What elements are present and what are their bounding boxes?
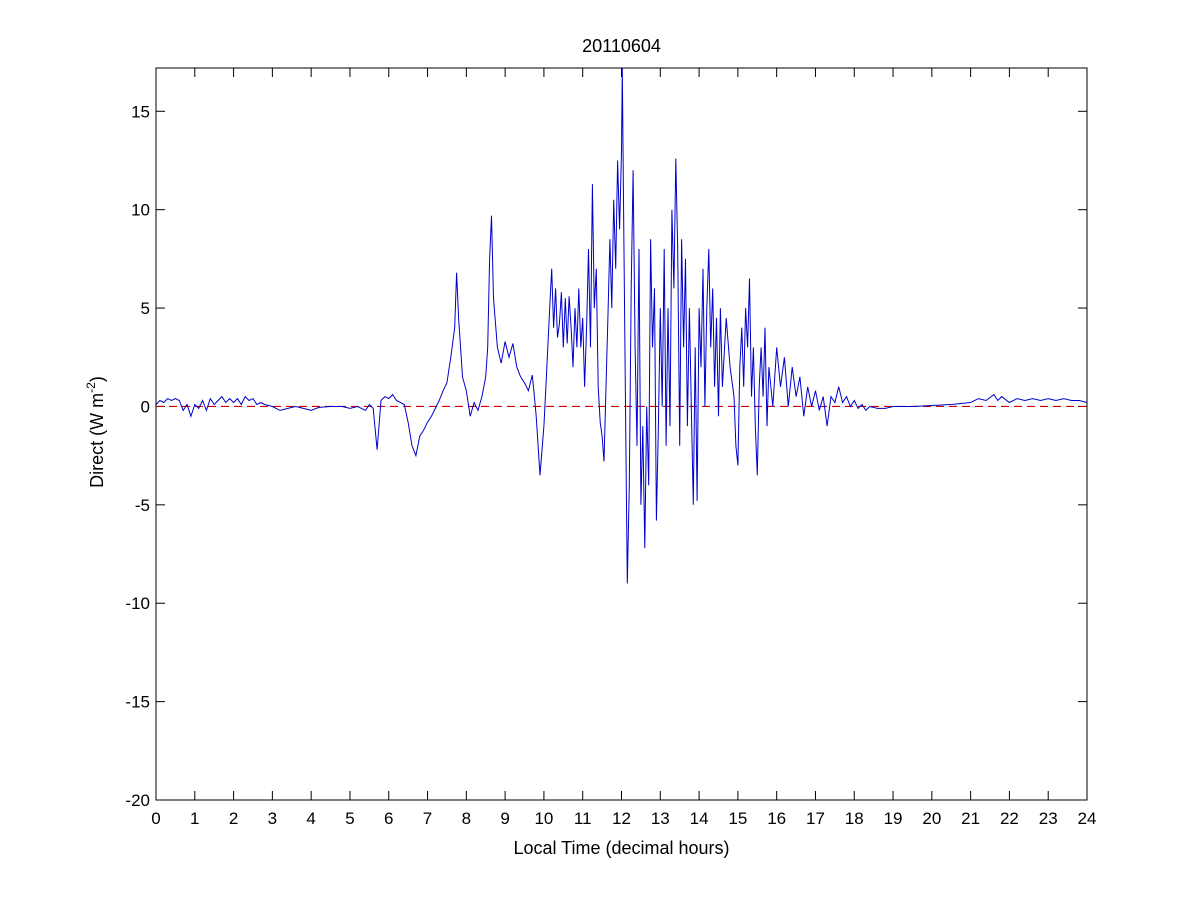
y-tick-label: -15	[125, 693, 150, 712]
x-tick-label: 12	[612, 809, 631, 828]
x-tick-label: 14	[690, 809, 709, 828]
axis-tick-labels: 0 1 2 3 4 5 6 7 8 9 10 11 12 13 14 15 16 17 18 19 20 21 22 23 24…	[125, 102, 1096, 828]
x-tick-label: 17	[806, 809, 825, 828]
y-tick-label: -20	[125, 791, 150, 810]
axis-ticks	[155, 68, 1088, 801]
y-axis-label-close: )	[87, 376, 107, 382]
x-tick-label: 22	[1000, 809, 1019, 828]
x-tick-label: 5	[345, 809, 354, 828]
y-tick-label: 15	[131, 102, 150, 121]
chart-title: 20110604	[582, 36, 661, 56]
x-tick-label: 8	[462, 809, 471, 828]
x-tick-label: 3	[268, 809, 277, 828]
x-tick-label: 1	[190, 809, 199, 828]
x-tick-label: 7	[423, 809, 432, 828]
x-tick-label: 10	[534, 809, 553, 828]
x-axis-label: Local Time (decimal hours)	[513, 838, 729, 858]
y-axis-label: Direct (W m-2)	[84, 376, 107, 488]
series-line	[155, 67, 1088, 584]
y-axis-label-main: Direct (W m	[87, 393, 107, 488]
x-tick-label: 24	[1078, 809, 1097, 828]
x-tick-label: 23	[1039, 809, 1058, 828]
y-tick-label: 0	[141, 397, 150, 416]
x-tick-label: 21	[961, 809, 980, 828]
x-tick-label: 13	[651, 809, 670, 828]
x-tick-label: 11	[574, 809, 592, 828]
x-tick-label: 20	[922, 809, 941, 828]
x-tick-label: 6	[384, 809, 393, 828]
x-tick-label: 18	[845, 809, 864, 828]
y-axis-label-superscript: -2	[84, 382, 98, 393]
y-tick-label: -5	[135, 496, 150, 515]
x-tick-label: 0	[151, 809, 160, 828]
x-tick-label: 16	[767, 809, 786, 828]
y-tick-label: 10	[131, 201, 150, 220]
x-tick-label: 9	[500, 809, 509, 828]
y-tick-label: -10	[125, 594, 150, 613]
x-tick-label: 15	[728, 809, 747, 828]
plot-area	[156, 68, 1087, 800]
x-tick-label: 19	[884, 809, 903, 828]
y-tick-label: 5	[141, 299, 150, 318]
plot-frame	[155, 67, 1088, 801]
x-tick-label: 2	[229, 809, 238, 828]
x-tick-label: 4	[306, 809, 315, 828]
